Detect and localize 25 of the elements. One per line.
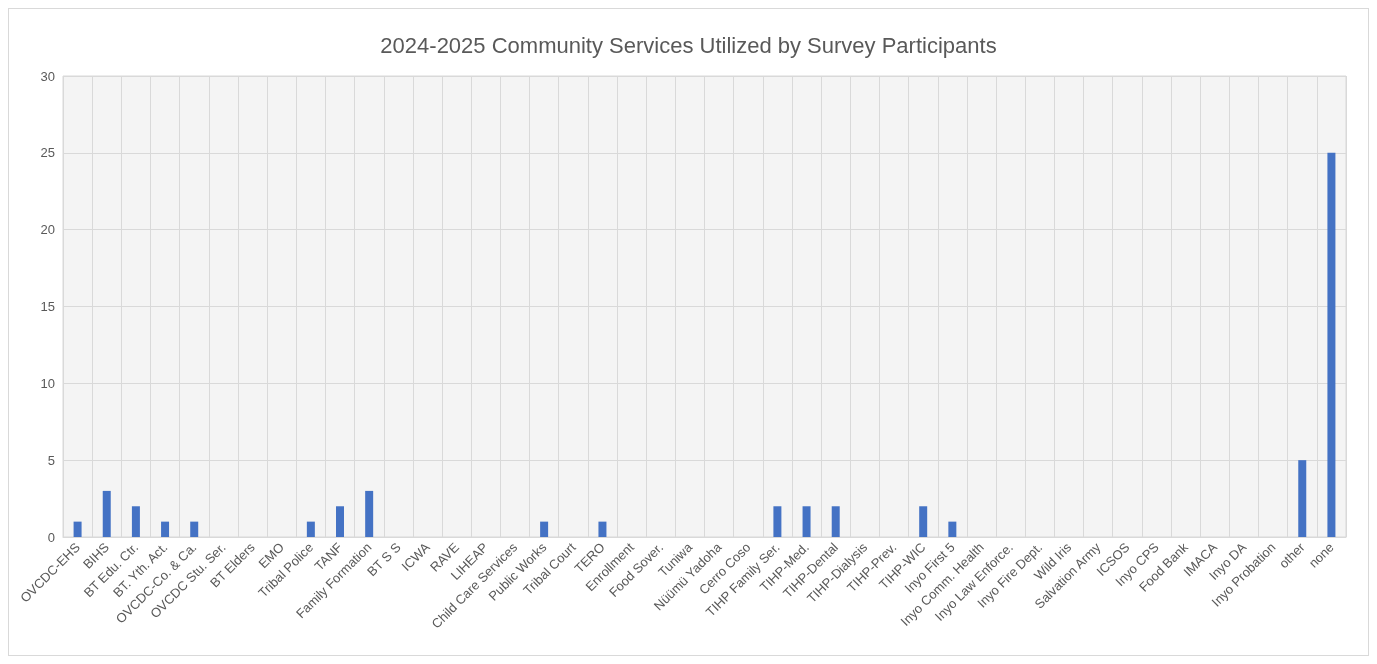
y-tick-label: 30 xyxy=(40,68,55,84)
bar xyxy=(773,506,782,537)
bar xyxy=(598,521,607,537)
bar xyxy=(131,506,140,537)
bar xyxy=(336,506,345,537)
bar xyxy=(365,490,374,537)
y-tick-label: 20 xyxy=(40,222,55,238)
y-tick-label: 0 xyxy=(47,529,55,545)
bar xyxy=(802,506,811,537)
bar xyxy=(1327,152,1336,537)
bar xyxy=(948,521,957,537)
y-tick-label: 5 xyxy=(47,452,55,468)
y-tick-label: 25 xyxy=(40,145,55,161)
bar xyxy=(306,521,315,537)
y-tick-label: 15 xyxy=(40,299,55,314)
bar xyxy=(1298,460,1307,537)
chart-title: 2024-2025 Community Services Utilized by Survey Participants xyxy=(380,32,997,58)
y-tick-label: 10 xyxy=(40,375,55,391)
bar xyxy=(919,506,928,537)
bar xyxy=(102,490,111,537)
bar xyxy=(73,521,82,537)
bar xyxy=(190,521,199,537)
bar xyxy=(540,521,549,537)
bar xyxy=(161,521,170,537)
bar xyxy=(831,506,840,537)
